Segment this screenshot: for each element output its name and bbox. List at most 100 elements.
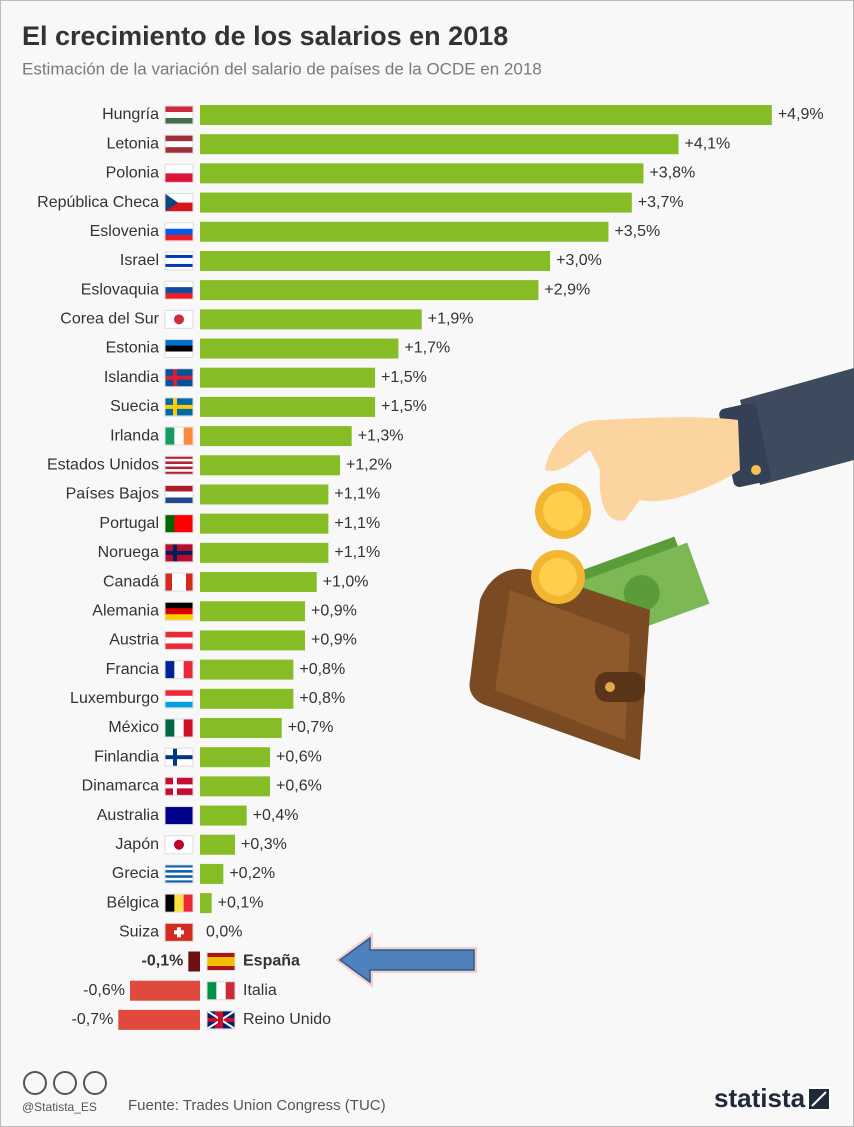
category-label: Finlandia	[94, 748, 159, 765]
flag-part	[174, 427, 184, 446]
value-label: +1,2%	[346, 456, 392, 473]
category-label: Suecia	[110, 398, 159, 415]
value-label: +0,9%	[311, 632, 357, 649]
flag-part	[218, 1010, 223, 1029]
flag-part	[179, 573, 187, 592]
value-label: -0,1%	[142, 953, 184, 970]
value-label: +2,9%	[544, 281, 590, 298]
flag	[164, 339, 194, 359]
value-label: +0,3%	[241, 836, 287, 853]
category-label: Canadá	[103, 573, 159, 590]
category-label: Austria	[109, 632, 159, 649]
flag	[164, 105, 194, 125]
flag-part	[165, 404, 193, 409]
flag-part	[165, 202, 193, 212]
value-label: +0,7%	[288, 719, 334, 736]
flag	[164, 689, 194, 709]
flag-part	[165, 870, 193, 873]
flag-border	[164, 601, 194, 621]
flag-border	[164, 922, 194, 942]
value-label: +0,9%	[311, 602, 357, 619]
category-label: Estados Unidos	[47, 456, 159, 473]
flag	[164, 368, 194, 388]
flag	[164, 397, 194, 417]
flag	[164, 163, 194, 183]
flag	[164, 601, 194, 621]
flag	[164, 193, 194, 213]
flag-part	[165, 287, 193, 294]
flag-part	[207, 957, 235, 962]
footer: @Statista_ES Fuente: Trades Union Congre…	[22, 1071, 831, 1114]
flag-part	[207, 966, 235, 971]
flag-border	[164, 835, 194, 855]
value-label: +0,4%	[253, 807, 299, 824]
bar	[200, 863, 224, 884]
flag	[164, 864, 194, 884]
flag-part	[165, 471, 193, 475]
bar	[200, 572, 317, 593]
flag-part	[165, 266, 193, 271]
value-label: +3,7%	[638, 194, 684, 211]
value-label: +1,9%	[428, 311, 474, 328]
flag-part	[165, 293, 193, 300]
flag-part	[165, 718, 175, 737]
bar	[200, 396, 376, 417]
chart-subtitle: Estimación de la variación del salario d…	[22, 59, 542, 78]
brand-logo: statista	[714, 1083, 806, 1113]
flag	[164, 806, 194, 826]
bar	[200, 630, 306, 651]
bar	[129, 980, 200, 1001]
flag	[164, 222, 194, 242]
flag-part	[183, 427, 194, 446]
flag-part	[174, 314, 184, 325]
flag	[164, 660, 194, 680]
flag-part	[165, 689, 193, 697]
bar	[200, 747, 271, 768]
flag-border	[206, 1010, 236, 1030]
flag-part	[174, 894, 184, 913]
flag-border	[164, 309, 194, 329]
category-label: Alemania	[92, 602, 159, 619]
category-label: Irlanda	[110, 427, 159, 444]
flag-border	[164, 776, 194, 796]
category-label: Corea del Sur	[60, 311, 159, 328]
flag-part	[165, 463, 193, 467]
flag-part	[165, 485, 193, 492]
flag	[206, 1010, 236, 1030]
flag-part	[165, 875, 193, 879]
bar	[200, 776, 271, 797]
flag	[164, 309, 194, 329]
flag-part	[183, 894, 194, 913]
flag	[206, 952, 236, 972]
flag-part	[165, 228, 193, 236]
flag-border	[164, 280, 194, 300]
flag-border	[206, 952, 236, 972]
flag-part	[165, 880, 193, 884]
category-label: Eslovaquia	[81, 281, 159, 298]
category-label: Reino Unido	[243, 1011, 331, 1028]
bar	[188, 951, 200, 972]
flag-border	[164, 368, 194, 388]
flag-part	[165, 867, 193, 871]
flag-part	[165, 234, 193, 242]
bar	[200, 601, 306, 622]
value-label: +3,0%	[556, 252, 602, 269]
flag-part	[165, 375, 193, 380]
bar	[200, 659, 294, 680]
flag-part	[174, 660, 184, 679]
value-label: +0,6%	[276, 748, 322, 765]
flag-border	[164, 747, 194, 767]
category-label: México	[108, 719, 159, 736]
flag-part	[207, 981, 217, 1000]
flag-part	[165, 263, 193, 268]
flag	[164, 835, 194, 855]
flag-part	[186, 573, 194, 592]
value-label: +0,8%	[299, 661, 345, 678]
flag-part	[165, 193, 178, 212]
category-label: Dinamarca	[82, 778, 159, 795]
flag-border	[164, 572, 194, 592]
value-label: +1,7%	[404, 340, 450, 357]
flag-border	[164, 689, 194, 709]
flag-part	[165, 643, 193, 650]
